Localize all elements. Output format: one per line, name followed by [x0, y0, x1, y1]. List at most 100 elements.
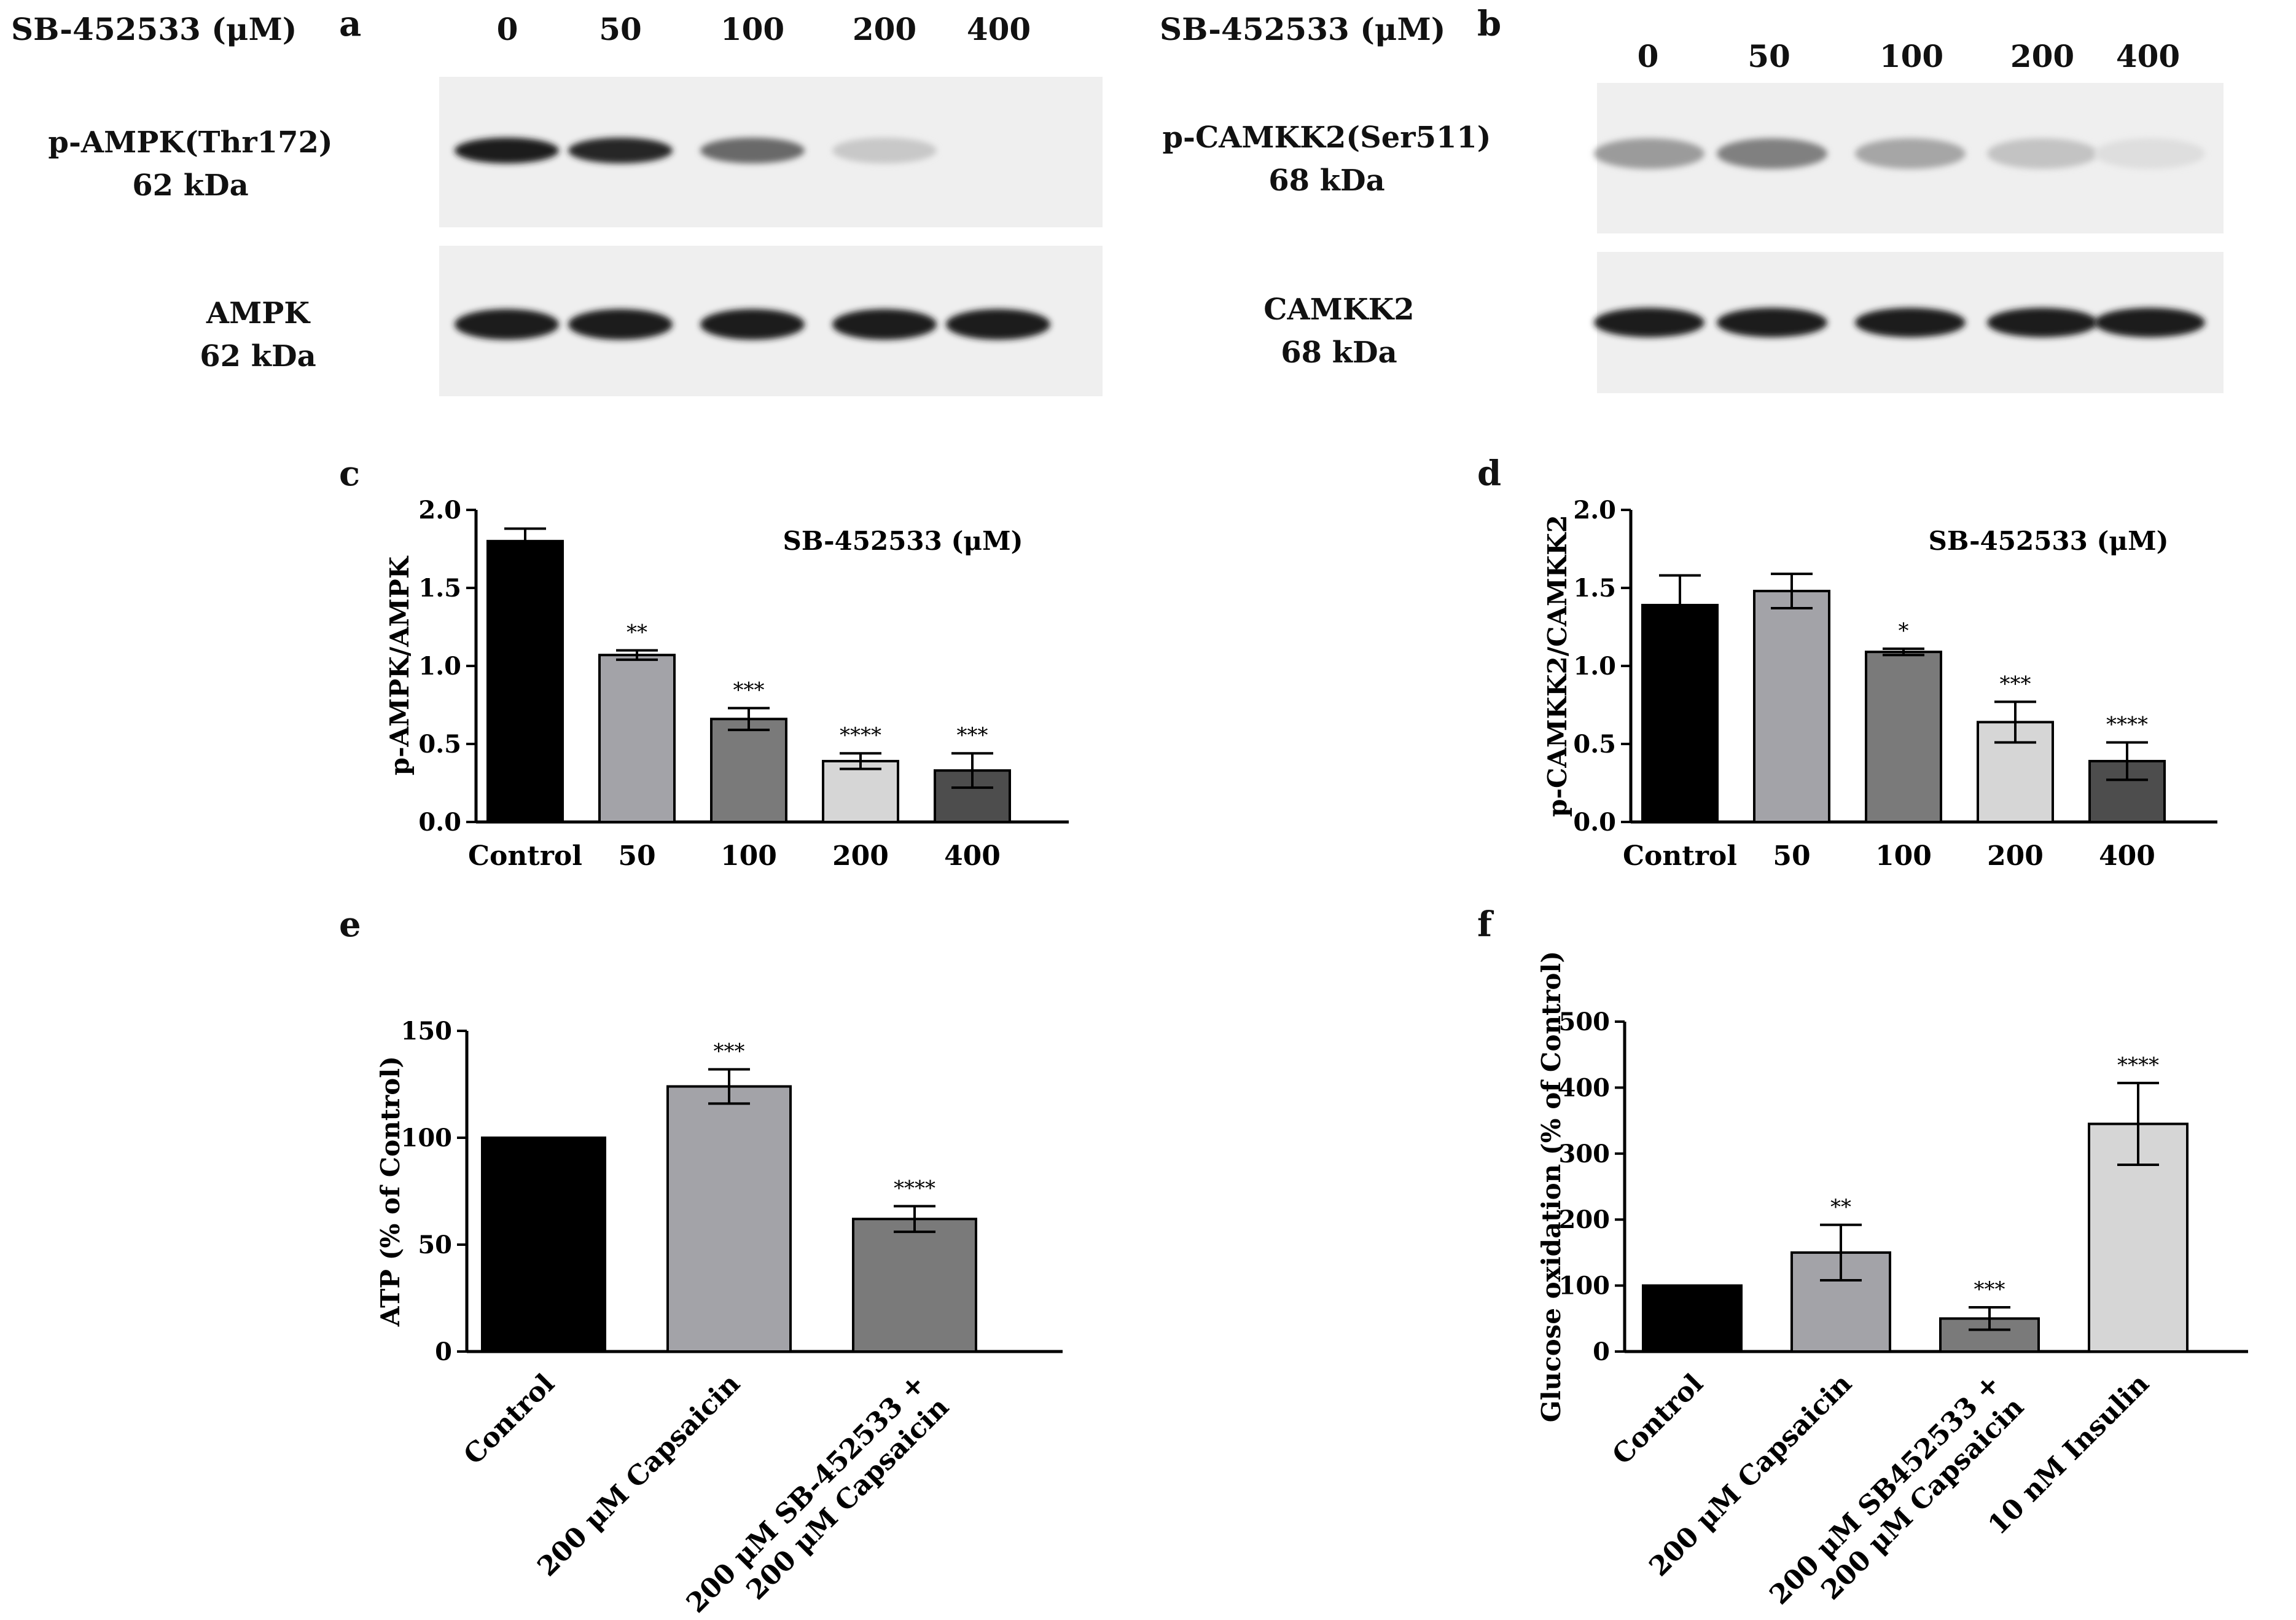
blot-b-band — [1855, 308, 1966, 337]
y-tick-label: 2.0 — [1573, 496, 1616, 525]
molecular-weight: 62 kDa — [200, 338, 316, 374]
x-category-label: 400 — [944, 840, 1001, 872]
panel-letter-b: b — [1477, 4, 1502, 44]
significance-label: *** — [957, 723, 988, 748]
blot-b-band — [1987, 308, 2098, 337]
x-category-label-line: 200 μM Capsaicin — [741, 1391, 955, 1606]
x-category-label: Control — [1623, 840, 1737, 872]
x-category-label: 100 — [720, 840, 777, 872]
blot-b-band — [1855, 138, 1966, 169]
molecular-weight: 62 kDa — [132, 168, 249, 203]
y-tick-label: 200 — [1559, 1205, 1611, 1234]
blot-b-row1-label: p-CAMKK2(Ser511) 68 kDa — [1155, 117, 1499, 202]
blot-b-band — [1594, 138, 1704, 169]
y-tick-label: 100 — [1559, 1272, 1611, 1301]
bar — [1753, 590, 1830, 824]
bar — [598, 654, 676, 823]
blot-a-lane: 100 — [720, 11, 785, 47]
blot-a-band — [946, 309, 1050, 340]
protein-name: p-CAMKK2(Ser511) — [1162, 120, 1491, 155]
y-axis-label: p-AMPK/AMPK — [385, 555, 415, 775]
panel-letter-a: a — [339, 4, 362, 44]
significance-label: *** — [2000, 671, 2031, 696]
y-tick-label: 0 — [1593, 1337, 1610, 1366]
chart-c: 0.0 0.5 1.0 1.5 2.0 p-AMPK/AMPK SB-452533 (μM)… — [385, 496, 1069, 872]
protein-name: CAMKK2 — [1263, 292, 1415, 327]
significance-label: *** — [714, 1039, 745, 1064]
significance-label: **** — [2117, 1053, 2159, 1078]
blot-a-lane: 50 — [599, 11, 642, 47]
blot-a-row1-label: p-AMPK(Thr172) 62 kDa — [31, 122, 350, 207]
x-category-label: 50 — [1773, 840, 1810, 872]
blot-a-lane: 0 — [496, 11, 518, 47]
blot-b-lane: 400 — [2115, 38, 2181, 74]
blot-b-band — [1987, 138, 2098, 169]
x-category-label: 50 — [618, 840, 655, 872]
bar — [481, 1137, 606, 1353]
panel-letter-e: e — [339, 904, 361, 945]
bar — [852, 1218, 977, 1353]
panel-letter-f: f — [1477, 904, 1493, 945]
blot-b-header: SB-452533 (μM) — [1160, 11, 1446, 47]
chart-title: SB-452533 (μM) — [783, 526, 1023, 556]
significance-label: ** — [627, 620, 647, 645]
y-tick-label: 400 — [1559, 1073, 1611, 1102]
blot-a-row2-label: AMPK 62 kDa — [98, 292, 418, 378]
bar — [822, 759, 899, 823]
blot-b-band — [2095, 138, 2205, 169]
blot-b-row2-label: CAMKK2 68 kDa — [1179, 289, 1499, 374]
y-tick-label: 150 — [401, 1017, 453, 1046]
significance-label: ** — [1830, 1195, 1851, 1219]
charts: 0.0 0.5 1.0 1.5 2.0 p-AMPK/AMPK SB-452533 (μM)… — [375, 496, 2248, 1619]
x-category-label: 200 — [1987, 840, 2044, 872]
blot-a-band — [568, 309, 673, 340]
y-axis-label: Glucose oxidation (% of Control) — [1536, 951, 1566, 1423]
chart-e: 0 50 100 150 ATP (% of Control) Control *** 200… — [375, 1017, 1063, 1619]
y-tick-label: 2.0 — [418, 496, 461, 525]
chart-title: SB-452533 (μM) — [1929, 526, 2169, 556]
significance-label: **** — [2106, 712, 2148, 737]
x-category-label: Control — [468, 840, 582, 872]
y-tick-label: 0.0 — [418, 808, 461, 837]
blot-a-band — [700, 138, 805, 163]
blot-b-band — [1717, 308, 1827, 337]
x-category-label: 100 — [1875, 840, 1932, 872]
significance-label: **** — [894, 1176, 935, 1200]
molecular-weight: 68 kDa — [1268, 163, 1385, 198]
blot-b-band — [2095, 308, 2205, 337]
x-category-label: 200 — [832, 840, 889, 872]
blot-b-lane: 100 — [1879, 38, 1944, 74]
blot-a-band — [700, 309, 805, 340]
bar — [666, 1085, 792, 1353]
x-category-label: Control — [458, 1368, 561, 1471]
y-tick-label: 500 — [1559, 1008, 1611, 1036]
panel-letter-c: c — [339, 453, 361, 494]
blot-a-band — [832, 309, 937, 340]
y-tick-label: 1.5 — [1573, 574, 1616, 603]
blot-b-band — [1717, 138, 1827, 169]
chart-d: 0.0 0.5 1.0 1.5 2.0p-CAMKK2/CAMKK2 SB-452533 … — [1542, 496, 2217, 872]
blot-a-band — [568, 138, 673, 163]
blot-a-band — [455, 309, 559, 340]
y-tick-label: 1.0 — [418, 652, 461, 681]
bar — [1865, 651, 1942, 823]
blots — [439, 77, 2224, 396]
significance-label: **** — [840, 723, 881, 748]
panel-letter-d: d — [1477, 453, 1502, 494]
bar — [486, 539, 564, 823]
blot-a-band — [455, 138, 559, 163]
blot-b-lane: 0 — [1637, 38, 1659, 74]
bar — [1641, 603, 1719, 823]
protein-name: p-AMPK(Thr172) — [48, 125, 333, 160]
blot-b-band — [1594, 308, 1704, 337]
y-axis-label: ATP (% of Control) — [375, 1056, 405, 1327]
y-axis-label: p-CAMKK2/CAMKK2 — [1542, 515, 1572, 817]
blot-b-lane: 50 — [1747, 38, 1790, 74]
significance-label: * — [1899, 619, 1909, 643]
blot-b-lane: 200 — [2010, 38, 2075, 74]
blot-a-lane: 400 — [966, 11, 1031, 47]
x-category-label: Control — [1606, 1368, 1709, 1471]
blot-a-header: SB-452533 (μM) — [11, 11, 297, 47]
